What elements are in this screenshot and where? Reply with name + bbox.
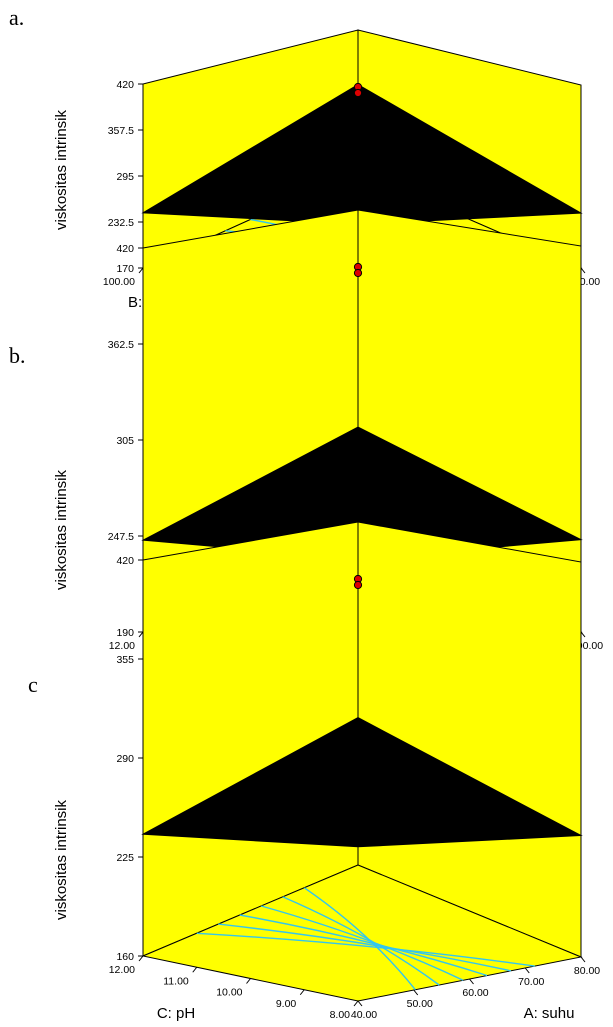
contour-line xyxy=(303,887,416,991)
design-point xyxy=(353,580,363,590)
z-axis-title: viskositas intrinsik xyxy=(53,469,70,590)
response-surface xyxy=(141,717,583,848)
z-tick-label: 357.5 xyxy=(108,125,134,137)
y-tick-mark xyxy=(353,1000,359,1007)
z-tick-label: 362.5 xyxy=(108,339,134,351)
z-tick-label: 305 xyxy=(116,435,134,447)
x-tick-label: 70.00 xyxy=(518,976,544,988)
design-point xyxy=(353,268,363,278)
x-tick-mark xyxy=(580,631,586,638)
z-tick-label: 420 xyxy=(116,243,134,255)
z-tick-label: 232.5 xyxy=(108,217,134,229)
x-tick-label: 40.00 xyxy=(351,1009,377,1021)
y-tick-label: 12.00 xyxy=(109,640,135,652)
z-tick-label: 290 xyxy=(116,753,134,765)
x-tick-label: 60.00 xyxy=(462,987,488,999)
z-tick-label: 355 xyxy=(116,654,134,666)
y-tick-label: 100.00 xyxy=(103,276,135,288)
contour-line xyxy=(196,932,535,967)
y-tick-label: 10.00 xyxy=(216,987,242,999)
response-surface xyxy=(141,84,583,225)
x-tick-mark xyxy=(580,267,586,274)
contour-line xyxy=(218,923,512,972)
contour-line xyxy=(239,914,488,977)
y-tick-mark xyxy=(299,989,305,996)
design-point xyxy=(353,88,363,98)
contour-line xyxy=(261,905,464,981)
y-tick-mark xyxy=(138,631,144,638)
y-tick-label: 11.00 xyxy=(163,975,189,987)
panel-label-c: c xyxy=(28,672,38,697)
x-tick-mark xyxy=(357,1000,363,1007)
x-tick-mark xyxy=(469,978,474,985)
z-tick-label: 420 xyxy=(116,555,134,567)
z-axis-title: viskositas intrinsik xyxy=(53,799,70,920)
panel-label-a: a. xyxy=(9,5,24,30)
z-tick-label: 247.5 xyxy=(108,531,134,543)
contour-line xyxy=(282,896,440,986)
z-tick-label: 225 xyxy=(116,852,134,864)
x-tick-label: 50.00 xyxy=(407,998,433,1010)
z-tick-label: 170 xyxy=(116,263,134,275)
x-tick-mark xyxy=(524,967,530,974)
y-tick-label: 8.00 xyxy=(330,1009,351,1021)
z-tick-label: 420 xyxy=(116,79,134,91)
x-tick-label: 80.00 xyxy=(574,965,600,977)
y-axis-title: C: pH xyxy=(157,1005,195,1022)
y-tick-mark xyxy=(138,955,144,962)
z-tick-label: 160 xyxy=(116,951,134,963)
z-tick-label: 295 xyxy=(116,171,134,183)
panel-label-b: b. xyxy=(9,343,26,368)
y-tick-label: 9.00 xyxy=(276,998,297,1010)
x-tick-mark xyxy=(413,989,419,996)
z-tick-label: 190 xyxy=(116,627,134,639)
y-tick-mark xyxy=(192,966,198,973)
x-tick-mark xyxy=(580,956,586,963)
y-tick-label: 12.00 xyxy=(109,964,135,976)
y-tick-mark xyxy=(138,267,144,274)
y-tick-mark xyxy=(246,978,251,984)
x-axis-title: A: suhu xyxy=(524,1005,575,1022)
z-axis-title: viskositas intrinsik xyxy=(53,109,70,230)
chart-c: 420 355 290 225 160 40.00 50.00 60.00 70.00 80.00… xyxy=(53,521,600,1022)
